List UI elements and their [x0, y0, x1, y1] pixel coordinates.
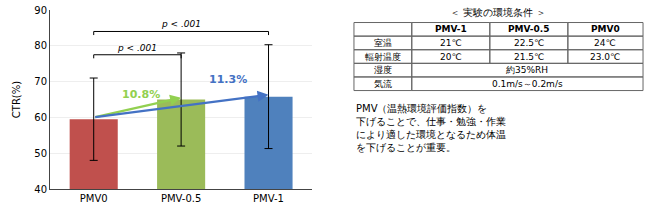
svg-text:p < .001: p < .001 — [117, 43, 157, 53]
svg-text:PMV-0.5: PMV-0.5 — [508, 24, 550, 34]
svg-text:約35%RH: 約35%RH — [506, 65, 548, 75]
svg-text:PMV-1: PMV-1 — [435, 24, 467, 34]
svg-text:22.5℃: 22.5℃ — [514, 38, 544, 48]
svg-text:11.3%: 11.3% — [209, 73, 247, 86]
svg-text:70: 70 — [34, 76, 47, 87]
svg-text:80: 80 — [34, 40, 47, 51]
svg-text:0.1m/s～0.2m/s: 0.1m/s～0.2m/s — [492, 79, 563, 89]
svg-text:60: 60 — [34, 112, 47, 123]
svg-text:PMV-1: PMV-1 — [253, 193, 284, 204]
svg-text:湿度: 湿度 — [374, 65, 392, 75]
svg-text:24℃: 24℃ — [594, 38, 616, 48]
svg-text:21℃: 21℃ — [440, 38, 462, 48]
svg-text:23.0℃: 23.0℃ — [590, 52, 620, 62]
svg-text:90: 90 — [34, 5, 47, 16]
svg-text:PMV-0.5: PMV-0.5 — [161, 193, 201, 204]
svg-text:PMV0: PMV0 — [591, 24, 620, 34]
svg-text:CTR(%): CTR(%) — [11, 81, 22, 118]
svg-text:40: 40 — [34, 184, 47, 195]
svg-text:20℃: 20℃ — [440, 52, 462, 62]
svg-text:室温: 室温 — [374, 38, 392, 48]
svg-text:21.5℃: 21.5℃ — [514, 52, 544, 62]
svg-text:10.8%: 10.8% — [122, 88, 160, 101]
svg-text:輻射温度: 輻射温度 — [365, 52, 401, 62]
svg-text:PMV（温熱環境評価指数）を下げることで、仕事・勉強・作業に: PMV（温熱環境評価指数）を下げることで、仕事・勉強・作業により適した環境となる… — [356, 103, 506, 153]
svg-text:50: 50 — [34, 148, 47, 159]
svg-text:気流: 気流 — [374, 79, 392, 89]
svg-text:＜ 実験の環境条件 ＞: ＜ 実験の環境条件 ＞ — [450, 7, 546, 18]
svg-text:PMV0: PMV0 — [80, 193, 108, 204]
svg-text:p < .001: p < .001 — [161, 19, 201, 29]
